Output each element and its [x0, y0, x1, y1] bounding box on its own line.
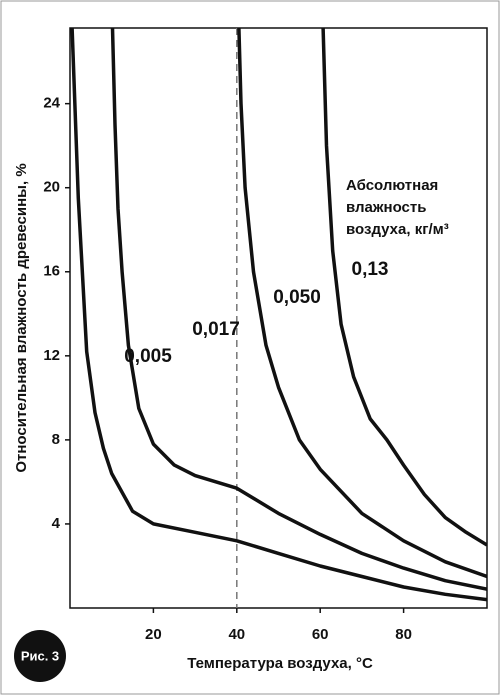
x-tick-label: 80 — [395, 626, 412, 643]
series-label: 0,017 — [192, 319, 240, 340]
series-label: 0,005 — [124, 346, 172, 367]
x-tick-label: 20 — [145, 626, 162, 643]
x-tick-label: 40 — [228, 626, 245, 643]
figure-badge — [14, 630, 66, 682]
annotation: Абсолютная — [346, 177, 438, 194]
figure-label: Рис. 3 — [21, 648, 59, 663]
y-tick-label: 12 — [43, 347, 60, 364]
curve — [110, 28, 487, 591]
curve — [70, 28, 487, 602]
series-label: 0,13 — [352, 259, 389, 280]
x-axis-title: Температура воздуха, °С — [187, 655, 373, 672]
annotation: воздуха, кг/м³ — [346, 221, 449, 238]
y-tick-label: 4 — [52, 515, 61, 532]
y-tick-label: 8 — [52, 431, 60, 448]
series-label: 0,050 — [273, 287, 321, 308]
curve — [237, 28, 487, 579]
curve — [321, 28, 487, 547]
y-tick-label: 20 — [43, 179, 60, 196]
x-tick-label: 60 — [312, 626, 329, 643]
annotation: влажность — [346, 199, 426, 216]
y-axis-title: Относительная влажность древесины, % — [13, 163, 30, 472]
plot-area — [69, 27, 488, 609]
y-tick-label: 24 — [43, 95, 60, 112]
y-tick-label: 16 — [43, 263, 60, 280]
